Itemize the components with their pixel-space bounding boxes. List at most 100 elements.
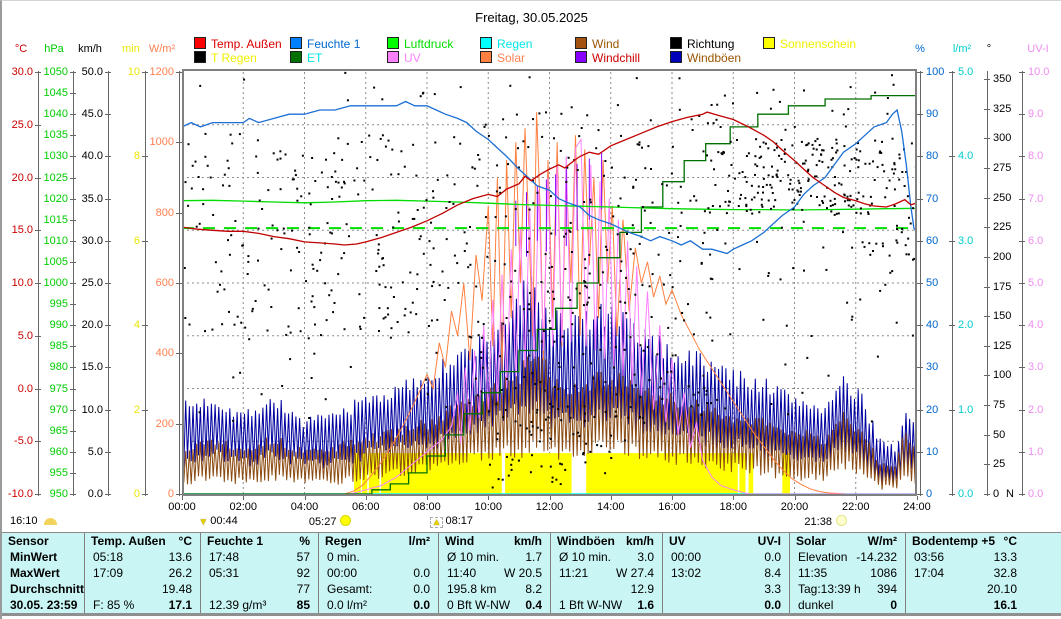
axis-tick-label: 0 — [133, 488, 140, 500]
stats-cell-label: Ø 10 min. — [447, 550, 500, 564]
x-tick-label: 18:00 — [719, 501, 748, 513]
axis-tick-label: 1050 — [43, 66, 68, 78]
axis-tick-label: 25.0 — [11, 118, 33, 131]
axis-tick-label: 5.0 — [87, 445, 103, 458]
stats-cell-label: 05:31 — [209, 566, 240, 580]
axis-tick — [949, 156, 955, 158]
axis-tick — [984, 108, 990, 110]
axis-tick-label: 1000 — [43, 277, 68, 289]
axis-tick-label: 10 — [926, 445, 939, 458]
column-unit: km/h — [625, 534, 654, 548]
stats-cell-value: 77 — [296, 582, 310, 596]
axis-tick — [70, 430, 76, 432]
column-unit: UV-I — [757, 534, 781, 548]
marker-time: 21:38 — [804, 516, 832, 528]
legend-label: T Regen — [211, 51, 257, 65]
marker-time: 08:17 — [445, 515, 473, 527]
axis-tick-label: 250 — [993, 191, 1012, 204]
axis-tick-label: 20.0 — [81, 319, 103, 332]
axis-tick — [70, 93, 76, 95]
column-unit: l/m² — [408, 534, 430, 548]
axis-tick — [105, 494, 111, 495]
stats-cell-label: Gesamt: — [327, 582, 373, 596]
stats-cell-label: Ø 10 min. — [559, 550, 612, 564]
column-unit: °C — [1003, 534, 1017, 548]
axis-tick — [70, 177, 76, 179]
stats-row-minwert: 00:00 0.0 — [663, 549, 789, 565]
axis-tick-label: 8 — [133, 150, 140, 163]
stats-header-row: Feuchte 1% — [201, 533, 318, 549]
stats-cell-label: 17:04 — [914, 566, 945, 580]
x-tick — [733, 496, 735, 500]
axis-tick — [142, 325, 148, 327]
stats-row-30-05-23-59: F: 85 % 17.1 — [85, 597, 200, 613]
x-tick — [672, 496, 673, 500]
x-tick-label: 06:00 — [351, 501, 380, 513]
axis-tick — [142, 409, 148, 411]
axis-tick-label: 175 — [993, 280, 1012, 293]
column-unit: % — [299, 534, 310, 548]
axis-tick-label: 50 — [993, 428, 1006, 441]
axis-tick — [1019, 114, 1025, 116]
stats-cell-label: Durchschnitt — [10, 582, 85, 596]
stats-cell-value: 0.0 — [413, 598, 430, 612]
stats-row-durchschnitt: 12.9 — [551, 581, 662, 597]
plot-area — [181, 69, 918, 496]
column-title: Windböen — [557, 534, 615, 548]
stats-cell-label: 05:18 — [93, 550, 124, 564]
moon-half-icon — [43, 518, 57, 525]
axis-tick-label: 0.0 — [87, 488, 103, 500]
axis-tick — [917, 451, 923, 453]
axis-tick — [984, 316, 990, 318]
axis-tick — [917, 240, 923, 242]
axis-tick-label: 0.0 — [1028, 488, 1044, 500]
stats-cell-label: 1 Bft W-NW — [559, 598, 623, 612]
legend-item-windb-en: Windböen — [670, 51, 741, 65]
axis-tick-label: 600 — [155, 277, 174, 289]
legend-item-uv: UV — [387, 51, 421, 65]
axis-tick — [176, 283, 182, 284]
axis-tick-label: 125 — [993, 339, 1012, 352]
axis-extra-label: N — [1006, 488, 1014, 500]
axis-tick — [142, 494, 148, 495]
legend-item-sonnenschein: Sonnenschein — [763, 37, 856, 51]
stats-row-30-05-23-59: 16.1 — [906, 597, 1061, 613]
axis-tick-label: 1010 — [43, 234, 68, 247]
stats-column-feuchte-1: Feuchte 1% 17:48 57 05:31 92 77 12.39 g/m³ 85 — [200, 533, 318, 613]
marker-arrow-up: ▲ 08:17 — [429, 515, 473, 529]
x-tick-label: 10:00 — [474, 501, 503, 513]
axis-tick-label: 200 — [993, 250, 1012, 263]
axis-tick — [949, 409, 955, 411]
axis-tick-label: 2.0 — [1028, 403, 1044, 416]
axis-tick-label: 970 — [49, 403, 68, 416]
axis-tick — [984, 138, 990, 140]
stats-column-bodentemp-5: Bodentemp +5 °C 03:56 13.3 17:04 32.8 20.10 16.… — [905, 533, 1061, 613]
axis-tick-label: 950 — [49, 488, 68, 500]
stats-cell-label: Tag:13:39 h — [798, 582, 861, 596]
stats-row-maxwert: 11:21 W 27.4 — [551, 565, 662, 581]
stats-column-sensor: Sensor MinWert MaxWert Durchschnitt 30.05. 2… — [2, 533, 84, 613]
axis-tick — [984, 79, 990, 81]
axis-tick-label: -5.0 — [14, 435, 33, 448]
legend-swatch-icon — [387, 37, 399, 49]
axis-tick — [1019, 367, 1025, 369]
axis-tick-label: 20 — [926, 403, 939, 416]
axis-tick-label: 225 — [993, 221, 1012, 234]
axis-tick — [984, 434, 990, 436]
stats-row-maxwert: MaxWert — [2, 565, 84, 581]
axis-tick — [35, 124, 41, 126]
axis-tick — [70, 72, 76, 73]
series-luftdruck — [181, 199, 918, 211]
legend-item-feuchte-1: Feuchte 1 — [290, 37, 360, 51]
x-tick — [610, 496, 612, 500]
axis-tick-label: -10.0 — [7, 488, 33, 500]
axis-tick-label: 5.0 — [958, 66, 974, 78]
stats-cell-label: MaxWert — [10, 566, 60, 580]
axis-tick-label: 10.0 — [1028, 66, 1050, 78]
axis-tick-label: 10.0 — [81, 403, 103, 416]
axis-unit-label: ° — [986, 43, 992, 55]
legend-swatch-icon — [290, 37, 302, 49]
stats-row-30-05-23-59: 0 Bft W-NW 0.4 — [439, 597, 550, 613]
stats-cell-label: 17:09 — [93, 566, 124, 580]
stats-header-row: Sensor — [2, 533, 84, 549]
